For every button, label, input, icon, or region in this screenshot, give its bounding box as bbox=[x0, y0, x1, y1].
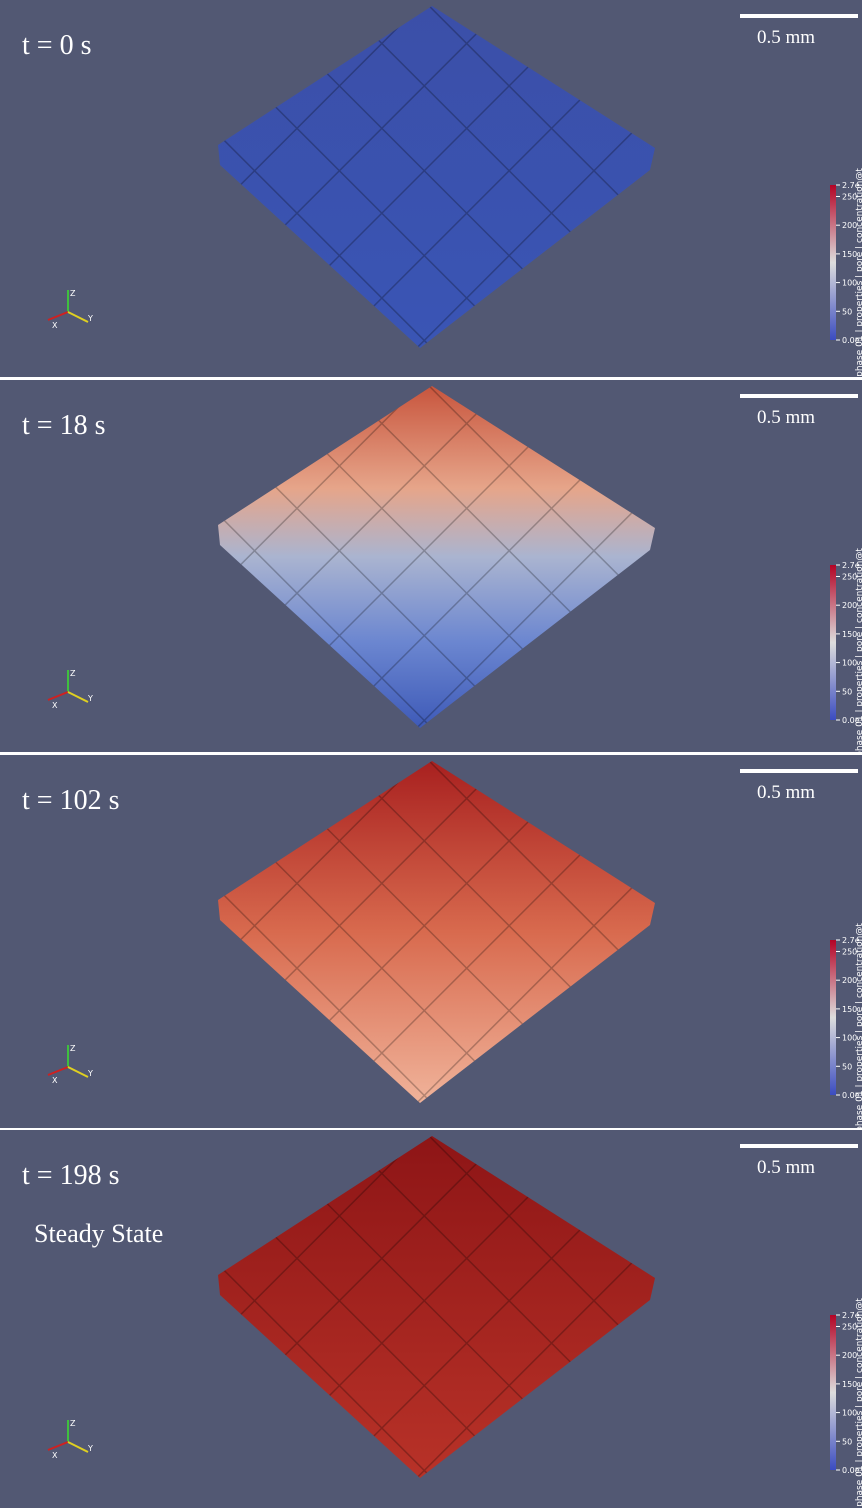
note-label: Steady State bbox=[34, 1219, 163, 1248]
colorbar bbox=[830, 1315, 836, 1470]
axis-y-label: Y bbox=[87, 1069, 93, 1078]
colorbar bbox=[830, 940, 836, 1095]
axis-x-label: X bbox=[52, 321, 58, 330]
scale-bar-label: 0.5 mm bbox=[757, 782, 815, 803]
scale-bar-label: 0.5 mm bbox=[757, 407, 815, 428]
panel: t = 102 s0.5 mm2.7e+02250200150100500.0e… bbox=[0, 755, 867, 1132]
colorbar-title: phase 01 | properties | pore | concentra… bbox=[855, 168, 865, 377]
axis-z-label: Z bbox=[70, 1419, 76, 1428]
axis-x-label: X bbox=[52, 1451, 58, 1460]
time-label: t = 0 s bbox=[22, 30, 91, 61]
axis-z-label: Z bbox=[70, 669, 76, 678]
panel: t = 18 s0.5 mm2.7e+02250200150100500.0e+… bbox=[0, 380, 867, 757]
colorbar bbox=[830, 565, 836, 720]
scale-bar-label: 0.5 mm bbox=[757, 1157, 815, 1178]
axis-x-label: X bbox=[52, 701, 58, 710]
colorbar-tick-label: 50 bbox=[842, 687, 852, 696]
colorbar-title: phase 01 | properties | pore | concentra… bbox=[855, 548, 865, 757]
figure: t = 0 s0.5 mm2.7e+02250200150100500.0e+0… bbox=[0, 0, 867, 1508]
axis-x-label: X bbox=[52, 1076, 58, 1085]
colorbar-tick-label: 50 bbox=[842, 1062, 852, 1071]
axis-y-label: Y bbox=[87, 314, 93, 323]
time-label: t = 198 s bbox=[22, 1160, 119, 1191]
axis-z-label: Z bbox=[70, 1044, 76, 1053]
time-label: t = 18 s bbox=[22, 410, 105, 441]
colorbar bbox=[830, 185, 836, 340]
page: t = 0 s0.5 mm2.7e+02250200150100500.0e+0… bbox=[0, 0, 867, 1508]
scale-bar-label: 0.5 mm bbox=[757, 27, 815, 48]
time-label: t = 102 s bbox=[22, 785, 119, 816]
axis-z-label: Z bbox=[70, 289, 76, 298]
axis-y-label: Y bbox=[87, 1444, 93, 1453]
axis-y-label: Y bbox=[87, 694, 93, 703]
colorbar-tick-label: 50 bbox=[842, 1437, 852, 1446]
colorbar-title: phase 01 | properties | pore | concentra… bbox=[855, 1298, 865, 1507]
colorbar-title: phase 01 | properties | pore | concentra… bbox=[855, 923, 865, 1132]
panel: t = 0 s0.5 mm2.7e+02250200150100500.0e+0… bbox=[0, 0, 867, 377]
colorbar-tick-label: 50 bbox=[842, 307, 852, 316]
